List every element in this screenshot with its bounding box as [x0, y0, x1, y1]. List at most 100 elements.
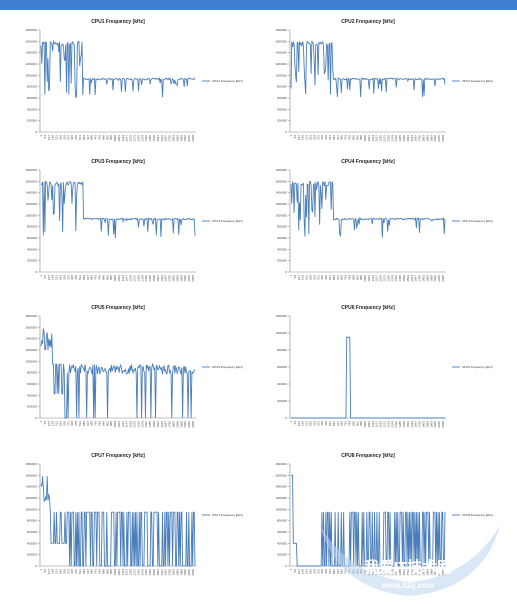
y-tick-label: 1600000 [275, 179, 287, 183]
chart-title: CPU6 Frequency [kHz] [341, 305, 395, 311]
series-line [290, 40, 446, 98]
y-tick-label: 800000 [277, 519, 287, 523]
x-tick-label: 955 [359, 275, 363, 280]
series-line [40, 476, 196, 567]
x-tick-label: 1114 [371, 135, 375, 142]
x-tick-label: 849 [351, 275, 355, 280]
x-tick-label: 1856 [175, 275, 179, 282]
x-tick-label: 796 [97, 275, 101, 280]
x-tick-label: 1326 [136, 135, 140, 142]
x-tick-label: 1432 [394, 135, 398, 142]
x-tick-label: 690 [90, 135, 94, 140]
x-tick-label: 1697 [414, 135, 418, 142]
x-tick-label: 531 [328, 135, 332, 140]
x-tick-label: 1432 [144, 135, 148, 142]
x-tick-label: 425 [320, 275, 324, 280]
x-tick-label: 1008 [363, 421, 367, 428]
x-tick-label: 690 [90, 569, 94, 574]
x-tick-label: 478 [74, 275, 78, 280]
x-tick-label: 690 [90, 275, 94, 280]
x-tick-label: 849 [351, 421, 355, 426]
x-tick-label: 1750 [418, 275, 422, 282]
x-tick-label: 1962 [433, 275, 437, 282]
x-tick-label: 1644 [160, 421, 164, 428]
x-tick-label: 1379 [140, 569, 144, 576]
x-tick-label: 1326 [386, 275, 390, 282]
y-tick-label: 0 [35, 130, 37, 134]
x-tick-label: 1591 [406, 421, 410, 428]
x-tick-label: 319 [312, 275, 316, 280]
x-tick-label: 1591 [406, 135, 410, 142]
x-tick-label: 1114 [121, 135, 125, 142]
y-tick-label: 600000 [27, 236, 37, 240]
x-tick-label: 796 [97, 569, 101, 574]
y-tick-label: 800000 [27, 225, 37, 229]
x-tick-label: 637 [336, 569, 340, 574]
x-tick-label: 1379 [140, 275, 144, 282]
y-tick-label: 600000 [277, 365, 287, 369]
y-tick-label: 1600000 [275, 39, 287, 43]
x-tick-label: 1008 [363, 275, 367, 282]
x-tick-label: 1167 [375, 569, 379, 576]
legend-label: CPU1 Frequency [kHz] [212, 79, 243, 83]
x-tick-label: 2015 [437, 275, 441, 282]
x-tick-label: 1220 [129, 135, 133, 142]
x-tick-label: 266 [308, 135, 312, 140]
y-tick-label: 1000000 [275, 331, 287, 335]
x-tick-label: 1273 [133, 275, 137, 282]
chart-title: CPU7 Frequency [kHz] [91, 453, 145, 459]
x-tick-label: 690 [340, 275, 344, 280]
chart-cpu4: CPU4 Frequency [kHz] 0 200000 400000 600000 8… [275, 159, 493, 282]
x-tick-label: 1167 [125, 275, 129, 282]
y-tick-label: 1600000 [25, 325, 37, 329]
x-tick-label: 1326 [136, 275, 140, 282]
y-tick-label: 1800000 [25, 314, 37, 318]
x-tick-label: 1379 [390, 569, 394, 576]
x-tick-label: 372 [66, 275, 70, 280]
x-tick-label: 1962 [433, 421, 437, 428]
x-tick-label: 1750 [168, 569, 172, 576]
y-tick-label: 200000 [277, 399, 287, 403]
x-tick-label: 1220 [379, 135, 383, 142]
x-tick-label: 1273 [383, 275, 387, 282]
x-tick-label: 2015 [187, 421, 191, 428]
x-tick-label: 1167 [375, 135, 379, 142]
x-tick-label: 1538 [402, 275, 406, 282]
x-tick-label: 107 [297, 275, 301, 280]
y-tick-label: 1000000 [25, 359, 37, 363]
x-tick-label: 637 [336, 421, 340, 426]
y-tick-label: 600000 [277, 96, 287, 100]
x-tick-label: 54 [293, 275, 297, 279]
x-tick-label: 2068 [441, 421, 445, 428]
x-tick-label: 1 [39, 421, 43, 423]
legend-label: CPU8 Frequency [kHz] [462, 513, 493, 517]
x-tick-label: 584 [82, 135, 86, 140]
x-tick-label: 743 [344, 569, 348, 574]
x-tick-label: 2068 [441, 569, 445, 576]
x-tick-label: 1803 [172, 569, 176, 576]
x-tick-label: 266 [308, 275, 312, 280]
x-tick-label: 1856 [425, 569, 429, 576]
x-tick-label: 213 [305, 135, 309, 140]
y-tick-label: 1200000 [25, 202, 37, 206]
x-tick-label: 1220 [379, 421, 383, 428]
y-tick-label: 1600000 [25, 179, 37, 183]
x-tick-label: 902 [355, 421, 359, 426]
x-tick-label: 1273 [133, 135, 137, 142]
x-tick-label: 213 [55, 569, 59, 574]
y-tick-label: 400000 [27, 247, 37, 251]
x-tick-label: 54 [293, 569, 297, 573]
x-tick-label: 160 [51, 421, 55, 426]
x-tick-label: 213 [55, 135, 59, 140]
y-tick-label: 400000 [27, 107, 37, 111]
y-tick-label: 1200000 [275, 496, 287, 500]
series-line [291, 336, 445, 419]
y-tick-label: 1400000 [275, 51, 287, 55]
x-tick-label: 531 [78, 135, 82, 140]
chart-panel-cpu6: CPU6 Frequency [kHz] 0 200000 400000 600000 8… [250, 298, 508, 438]
x-tick-label: 902 [105, 135, 109, 140]
x-tick-label: 1432 [144, 421, 148, 428]
x-tick-label: 1803 [172, 275, 176, 282]
x-tick-label: 743 [94, 569, 98, 574]
x-tick-label: 160 [51, 569, 55, 574]
